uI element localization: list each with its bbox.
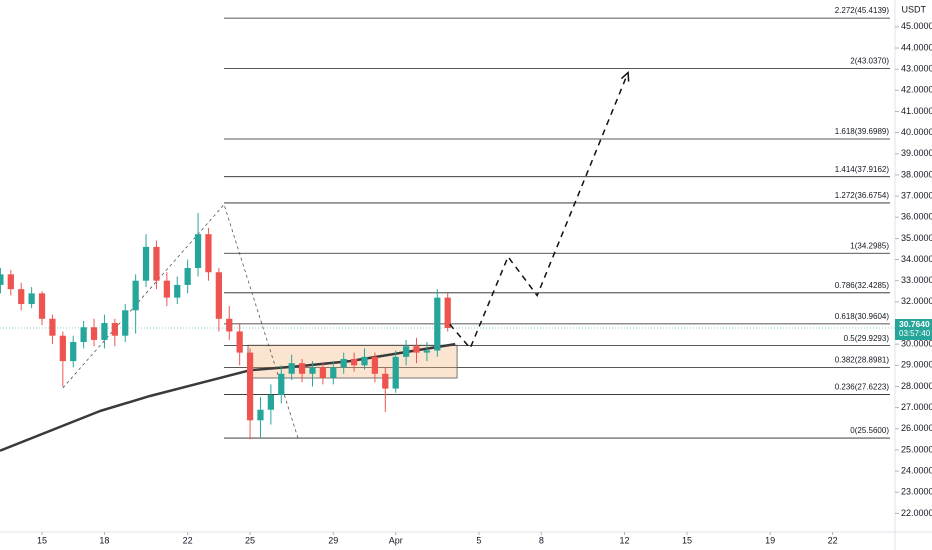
y-tick-label: 23.0000: [901, 487, 932, 497]
y-tick-label: 32.0000: [901, 296, 932, 306]
candle-body: [184, 268, 191, 285]
y-tick-label: 36.0000: [901, 212, 932, 222]
fib-label: 2(43.0370): [850, 56, 889, 65]
fib-label: 2.272(45.4139): [835, 6, 890, 15]
candle-body: [330, 367, 337, 379]
x-tick-label: 15: [682, 535, 692, 545]
x-tick-label: 22: [828, 535, 838, 545]
candle-body: [278, 373, 285, 395]
fib-label: 0.786(32.4285): [835, 281, 890, 290]
candle-body: [49, 318, 56, 336]
candle-body: [350, 358, 358, 366]
candle-body: [298, 363, 306, 374]
candle-body: [392, 356, 399, 389]
x-tick-label: 29: [328, 535, 338, 545]
candle-body: [80, 327, 87, 343]
y-tick-label: 39.0000: [901, 148, 932, 158]
y-tick-label: 29.0000: [901, 360, 932, 370]
candle-body: [257, 409, 264, 421]
y-tick-label: 35.0000: [901, 233, 932, 243]
candle-body: [70, 342, 77, 362]
y-tick-label: 43.0000: [901, 64, 932, 74]
y-tick-label: 37.0000: [901, 190, 932, 200]
x-tick-label: 5: [476, 535, 481, 545]
x-tick-label: Apr: [389, 535, 403, 545]
candle-body: [0, 274, 4, 285]
y-tick-label: 38.0000: [901, 169, 932, 179]
candle-body: [153, 246, 160, 281]
candle-body: [132, 280, 139, 311]
candle-body: [28, 293, 35, 304]
candle-body: [174, 284, 181, 298]
candle-body: [236, 331, 243, 353]
currency-label: USDT: [902, 4, 927, 14]
fib-label: 0(25.5600): [850, 426, 889, 435]
y-tick-label: 22.0000: [901, 508, 932, 518]
candle-body: [402, 346, 410, 357]
candle-body: [382, 373, 389, 389]
y-tick-label: 27.0000: [901, 402, 932, 412]
candle-body: [319, 367, 327, 379]
x-tick-label: 15: [37, 535, 47, 545]
countdown-label: 03:57:40: [899, 329, 931, 338]
candle-body: [194, 234, 202, 269]
last-price-label: 30.7640: [899, 319, 930, 329]
x-tick-label: 22: [183, 535, 193, 545]
y-tick-label: 44.0000: [901, 42, 932, 52]
y-tick-label: 45.0000: [901, 21, 932, 31]
candle-body: [267, 394, 274, 410]
candle-body: [163, 280, 170, 298]
candle-body: [215, 272, 222, 319]
x-tick-label: 8: [539, 535, 544, 545]
last-price-tag: [895, 318, 932, 340]
fib-label: 1.272(36.6754): [835, 191, 890, 200]
candle-body: [101, 323, 108, 340]
candle-body: [226, 318, 233, 332]
fib-label: 0.618(30.9604): [835, 312, 890, 321]
candle-body: [111, 323, 118, 336]
fib-label: 0.236(27.6223): [835, 383, 890, 392]
candle-body: [122, 310, 129, 336]
candle-body: [38, 293, 46, 319]
y-tick-label: 42.0000: [901, 85, 932, 95]
y-tick-label: 28.0000: [901, 381, 932, 391]
y-tick-label: 34.0000: [901, 254, 932, 264]
candle-body: [18, 289, 25, 304]
x-tick-label: 18: [99, 535, 109, 545]
candle-body: [413, 346, 420, 353]
fib-label: 1(34.2985): [850, 241, 889, 250]
candle-body: [309, 367, 316, 374]
candle-body: [142, 246, 150, 281]
candle-body: [340, 358, 347, 368]
candle-body: [288, 363, 295, 374]
candle-body: [361, 356, 368, 366]
x-tick-label: 25: [245, 535, 255, 545]
wave-line: [62, 203, 299, 438]
y-tick-label: 30.0000: [901, 339, 932, 349]
fib-label: 0.5(29.9293): [844, 334, 890, 343]
candle-body: [7, 274, 14, 290]
candle-body: [59, 335, 66, 362]
candle-body: [444, 297, 451, 328]
fib-label: 0.382(28.8981): [835, 356, 890, 365]
y-tick-label: 40.0000: [901, 127, 932, 137]
projection-path: [449, 72, 629, 350]
y-tick-label: 24.0000: [901, 465, 932, 475]
fib-label: 1.414(37.9162): [835, 165, 890, 174]
projection-arrowhead: [620, 70, 630, 82]
y-tick-label: 41.0000: [901, 106, 932, 116]
candle-body: [371, 356, 379, 374]
candle-body: [434, 297, 441, 351]
x-tick-label: 12: [620, 535, 630, 545]
fib-label: 1.618(39.6989): [835, 127, 890, 136]
y-tick-label: 26.0000: [901, 423, 932, 433]
y-tick-label: 25.0000: [901, 444, 932, 454]
candle-body: [246, 352, 254, 421]
y-tick-label: 33.0000: [901, 275, 932, 285]
candle-body: [90, 327, 98, 340]
candle-body: [205, 234, 212, 273]
candle-body: [423, 350, 431, 353]
x-tick-label: 19: [765, 535, 775, 545]
